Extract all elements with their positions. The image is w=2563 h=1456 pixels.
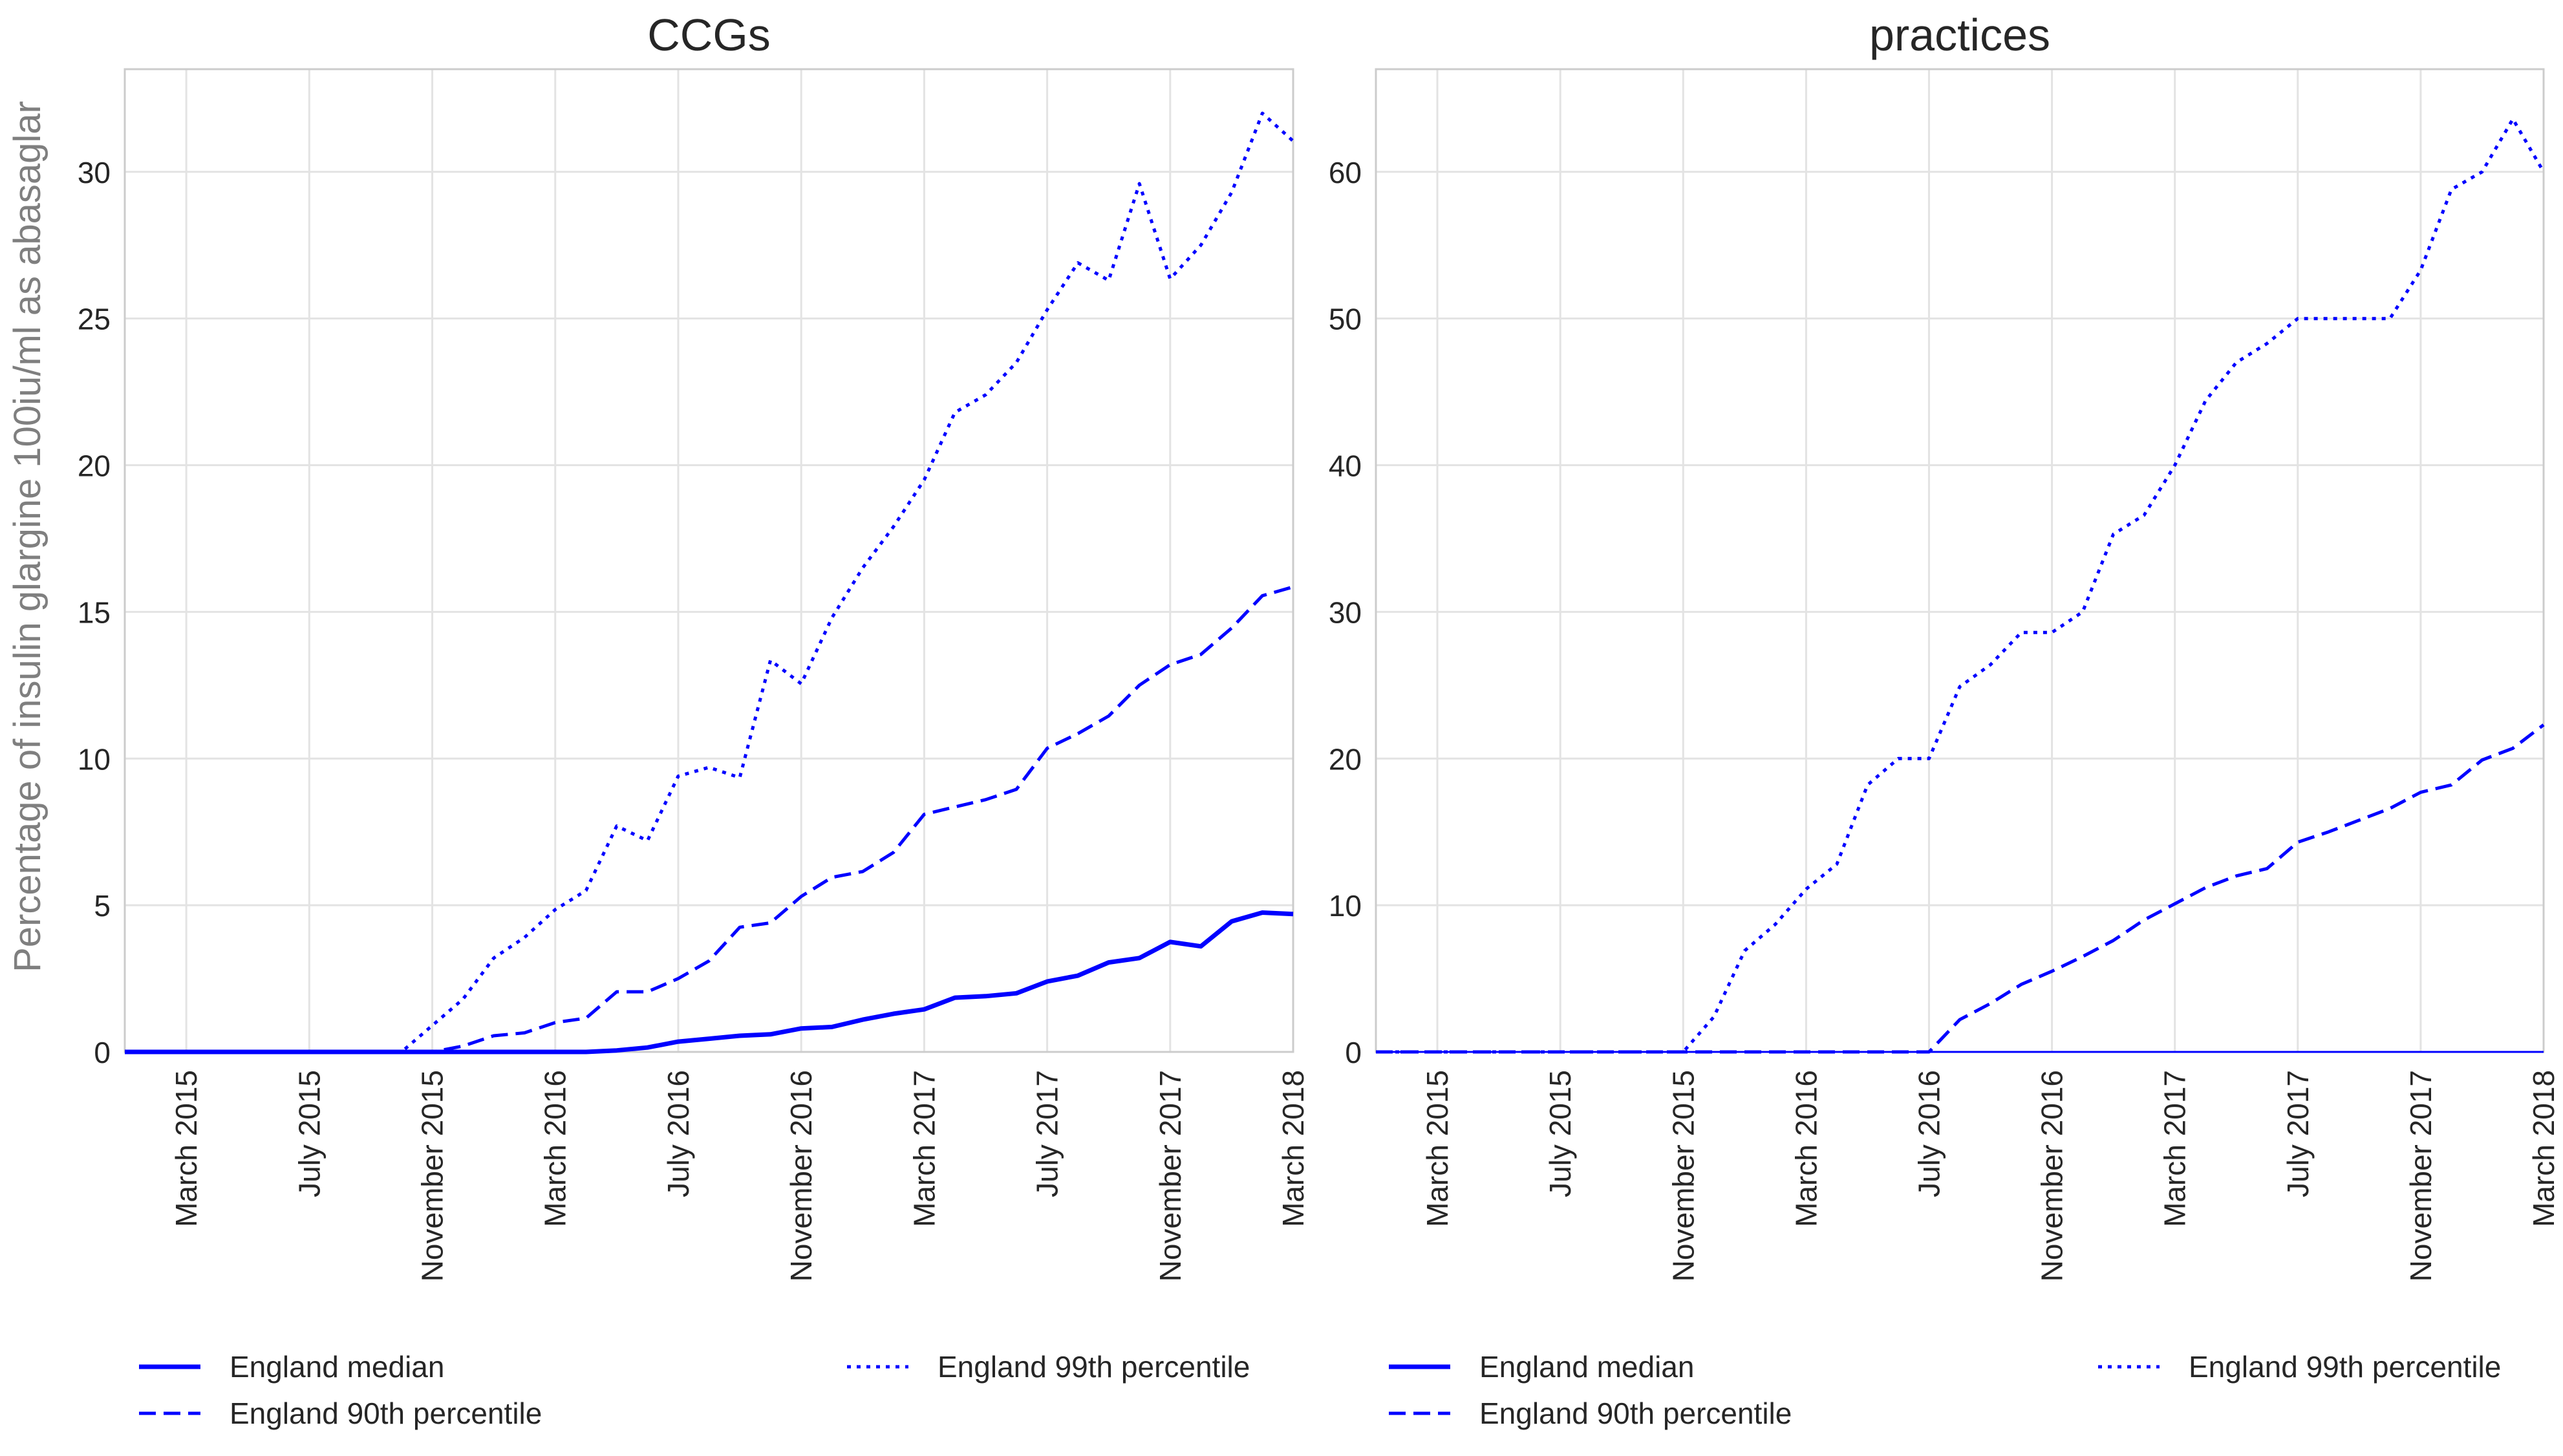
panel-title: practices [1869,10,2050,60]
y-tick-label: 30 [78,156,111,189]
legend-label: England 90th percentile [1479,1397,1792,1430]
panel-title: CCGs [647,10,771,60]
y-tick-label: 10 [78,742,111,776]
y-tick-label: 10 [1329,889,1362,923]
x-tick-label: March 2017 [907,1070,941,1227]
x-tick-label: November 2017 [2404,1070,2438,1281]
y-axis-label: Percentage of insulin glargine 100iu/ml … [6,101,48,972]
x-tick-label: November 2016 [784,1070,818,1281]
x-tick-label: March 2017 [2158,1070,2192,1227]
legend-label: England 99th percentile [938,1350,1250,1384]
legend-label: England 90th percentile [230,1397,542,1430]
y-tick-label: 5 [94,889,111,923]
y-tick-label: 30 [1329,595,1362,629]
y-tick-label: 15 [78,595,111,629]
ccgs-chart-panel: 0 5 10 15 20 25 30 March 2015 July 2015 November … [78,10,1310,1430]
x-tick-label: March 2015 [1421,1070,1454,1227]
x-tick-label: March 2015 [169,1070,203,1227]
series-line [125,910,1294,1055]
y-tick-label: 0 [1345,1036,1362,1069]
y-tick-label: 60 [1329,156,1362,189]
x-tick-label: July 2017 [1031,1070,1064,1197]
y-tick-label: 50 [1329,303,1362,336]
x-tick-label: November 2017 [1153,1070,1187,1281]
legend-label: England median [1479,1350,1694,1384]
x-tick-label: July 2015 [292,1070,326,1197]
practices-chart-panel: 0 10 20 30 40 50 60 March 2015 July 2015 November… [1329,10,2560,1430]
x-tick-label: March 2016 [539,1070,572,1227]
series-line [125,111,1294,1054]
x-tick-label: November 2015 [416,1070,449,1281]
x-tick-label: March 2016 [1789,1070,1823,1227]
legend-label: England 99th percentile [2189,1350,2501,1384]
y-tick-label: 20 [78,449,111,483]
x-tick-label: July 2017 [2281,1070,2315,1197]
series-line [1376,723,2545,1054]
x-tick-label: July 2015 [1543,1070,1577,1197]
x-tick-label: November 2015 [1666,1070,1700,1281]
x-tick-label: July 2016 [1912,1070,1946,1197]
series-line [125,585,1294,1054]
x-tick-label: November 2016 [2035,1070,2069,1281]
y-tick-label: 0 [94,1036,111,1069]
x-tick-label: July 2016 [661,1070,695,1197]
series-line [1376,117,2546,1054]
y-tick-label: 40 [1329,449,1362,483]
x-tick-label: March 2018 [2527,1070,2560,1227]
legend-label: England median [230,1350,444,1384]
x-tick-label: March 2018 [1276,1070,1310,1227]
y-tick-label: 25 [78,303,111,336]
y-tick-label: 20 [1329,742,1362,776]
plot-frame [123,68,1294,1053]
